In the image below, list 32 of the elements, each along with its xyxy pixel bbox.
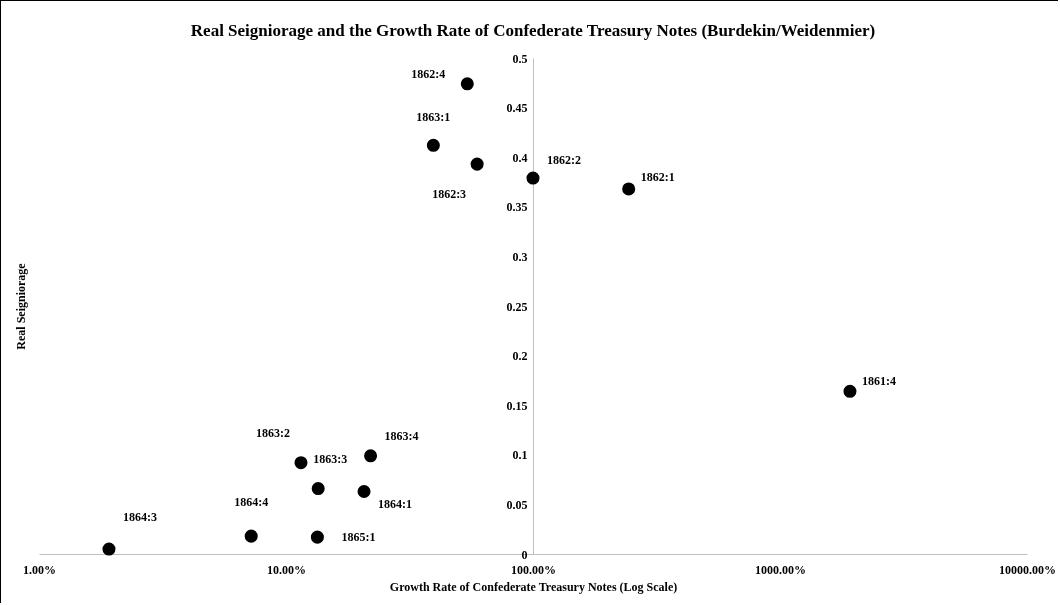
y-tick-label: 0.05 <box>506 497 528 512</box>
x-tick-label: 10000.00% <box>999 562 1056 577</box>
x-tick-label: 100.00% <box>511 562 556 577</box>
annotation: 1862:1 <box>640 169 675 184</box>
y-tick-label: 0.1 <box>512 448 528 463</box>
y-tick-label: 0.25 <box>506 299 528 314</box>
annotation: 1862:3 <box>432 187 467 202</box>
y-tick-label: 0 <box>521 547 528 562</box>
x-tick-label: 1.00% <box>23 562 56 577</box>
x-tick-label: 10.00% <box>267 562 306 577</box>
y-tick-label: 0.15 <box>506 398 528 413</box>
y-axis-title: Real Seigniorage <box>13 262 28 350</box>
annotation: 1864:4 <box>234 495 269 510</box>
annotation: 1863:4 <box>384 428 419 443</box>
y-tick-label: 0.45 <box>506 101 528 116</box>
y-tick-label: 0.3 <box>512 249 528 264</box>
annotation: 1864:1 <box>378 496 413 511</box>
annotation: 1863:2 <box>255 425 290 440</box>
y-tick-label: 0.5 <box>512 51 528 66</box>
chart-title: Real Seigniorage and the Growth Rate of Confederate Treasury Notes (Burdekin/Weidenmier) <box>190 21 876 40</box>
annotation: 1862:2 <box>547 153 581 168</box>
x-tick-label: 1000.00% <box>755 562 806 577</box>
annotation: 1865:1 <box>341 530 376 545</box>
annotation: 1861:4 <box>861 374 896 389</box>
y-tick-label: 0.2 <box>512 349 528 364</box>
y-tick-label: 0.4 <box>512 150 528 165</box>
y-tick-label: 0.35 <box>506 200 528 215</box>
annotation: 1863:3 <box>313 451 348 466</box>
annotation: 1862:4 <box>411 66 446 81</box>
annotation: 1863:1 <box>416 110 451 125</box>
x-axis-title: Growth Rate of Confederate Treasury Notes (Log Scale) <box>389 579 678 594</box>
annotation: 1864:3 <box>122 510 157 525</box>
